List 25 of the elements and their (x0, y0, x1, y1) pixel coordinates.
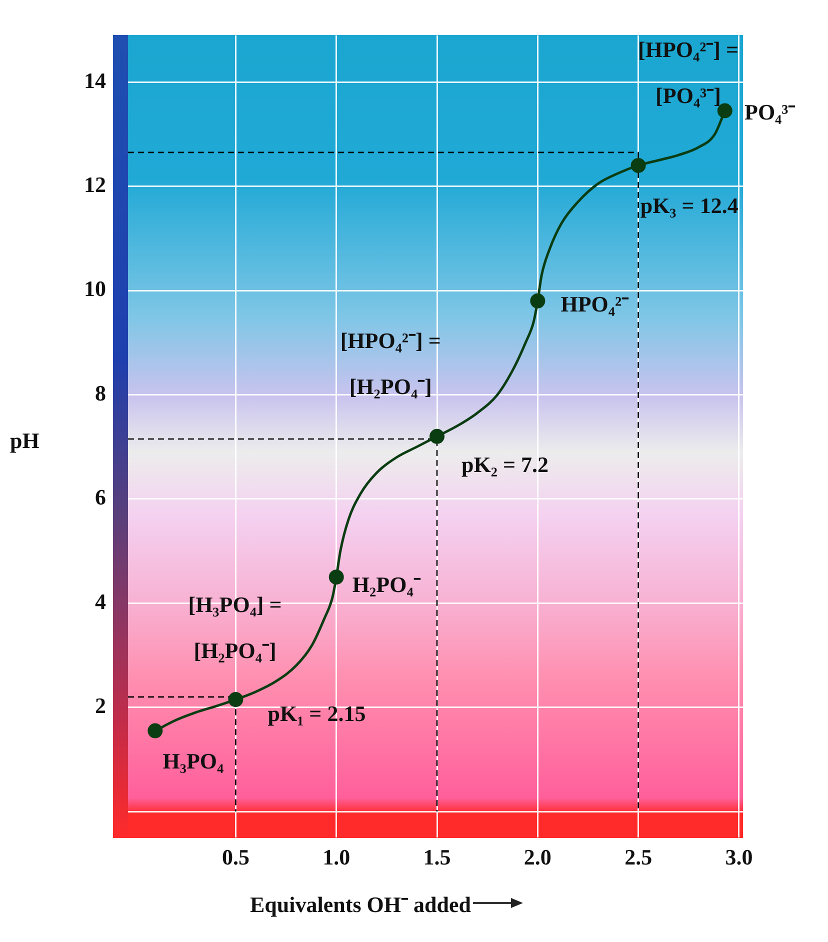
x-axis-title: Equivalents OH⁻ added (250, 890, 471, 918)
annotation: [HPO₄²⁻] = [H₂PO₄⁻] (340, 328, 441, 400)
x-tick-label: 2.5 (624, 844, 652, 870)
annotation: HPO₄²⁻ (560, 292, 630, 317)
y-tick-label: 4 (95, 588, 106, 614)
annotation: PO₄³⁻ (744, 99, 796, 124)
annotation: [H₃PO₄] = [H₂PO₄⁻] (188, 592, 282, 664)
annotation: H₃PO₄ (162, 748, 224, 774)
x-tick-label: 3.0 (725, 844, 753, 870)
y-tick-label: 8 (95, 380, 106, 406)
y-tick-label: 10 (84, 276, 106, 302)
annotation: H₂PO₄⁻ (352, 572, 422, 597)
y-tick-label: 2 (95, 693, 106, 718)
x-tick-label: 0.5 (222, 844, 250, 870)
x-tick-label: 2.0 (524, 844, 552, 870)
annotation: [HPO₄²⁻] = [PO₄³⁻] (638, 36, 739, 108)
y-axis-title: pH (10, 428, 40, 454)
annotation: pK₁ = 2.15 (268, 701, 366, 726)
annotation: pK₂ = 7.2 (462, 452, 548, 478)
x-tick-label: 1.5 (423, 844, 451, 870)
y-tick-label: 12 (84, 172, 106, 197)
y-tick-label: 6 (95, 484, 106, 510)
x-tick-label: 1.0 (322, 844, 350, 870)
annotation: pK₃ = 12.4 (640, 193, 738, 218)
y-tick-label: 14 (84, 68, 106, 93)
